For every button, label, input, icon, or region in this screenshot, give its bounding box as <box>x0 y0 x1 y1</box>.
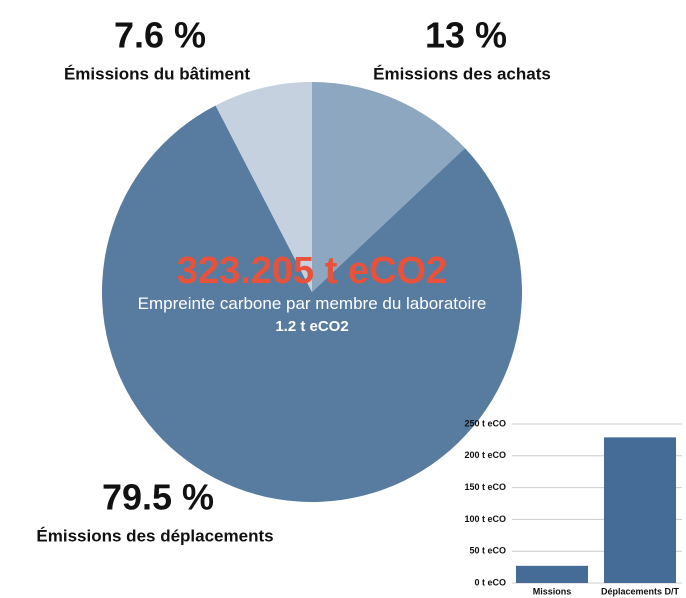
y-tick-label: 150 t eCO <box>464 482 506 492</box>
y-tick-label: 250 t eCO <box>464 418 506 428</box>
slice-label: Émissions des achats <box>373 64 551 83</box>
slice-value: 79.5 % <box>102 477 214 518</box>
y-tick-label: 0 t eCO <box>474 577 506 587</box>
x-tick-label: Déplacements D/T <box>601 586 680 596</box>
slice-value: 13 % <box>425 15 507 56</box>
bar <box>516 565 588 583</box>
center-sub: 1.2 t eCO2 <box>275 318 349 335</box>
pie-slice <box>102 105 523 503</box>
slice-value: 7.6 % <box>114 15 206 56</box>
y-tick-label: 200 t eCO <box>464 450 506 460</box>
bar <box>604 437 676 583</box>
y-tick-label: 50 t eCO <box>469 546 506 556</box>
pie-slice <box>312 82 465 292</box>
pie-slice <box>215 82 312 292</box>
y-tick-label: 100 t eCO <box>464 514 506 524</box>
center-text: 323.205 t eCO2 Empreinte carbone par mem… <box>132 250 492 338</box>
slice-label: Émissions des déplacements <box>36 526 273 545</box>
center-label: Empreinte carbone par membre du laborato… <box>137 294 487 313</box>
slice-label: Émissions du bâtiment <box>64 64 250 83</box>
center-value: 323.205 t eCO2 <box>176 250 448 292</box>
x-tick-label: Missions <box>533 586 572 596</box>
